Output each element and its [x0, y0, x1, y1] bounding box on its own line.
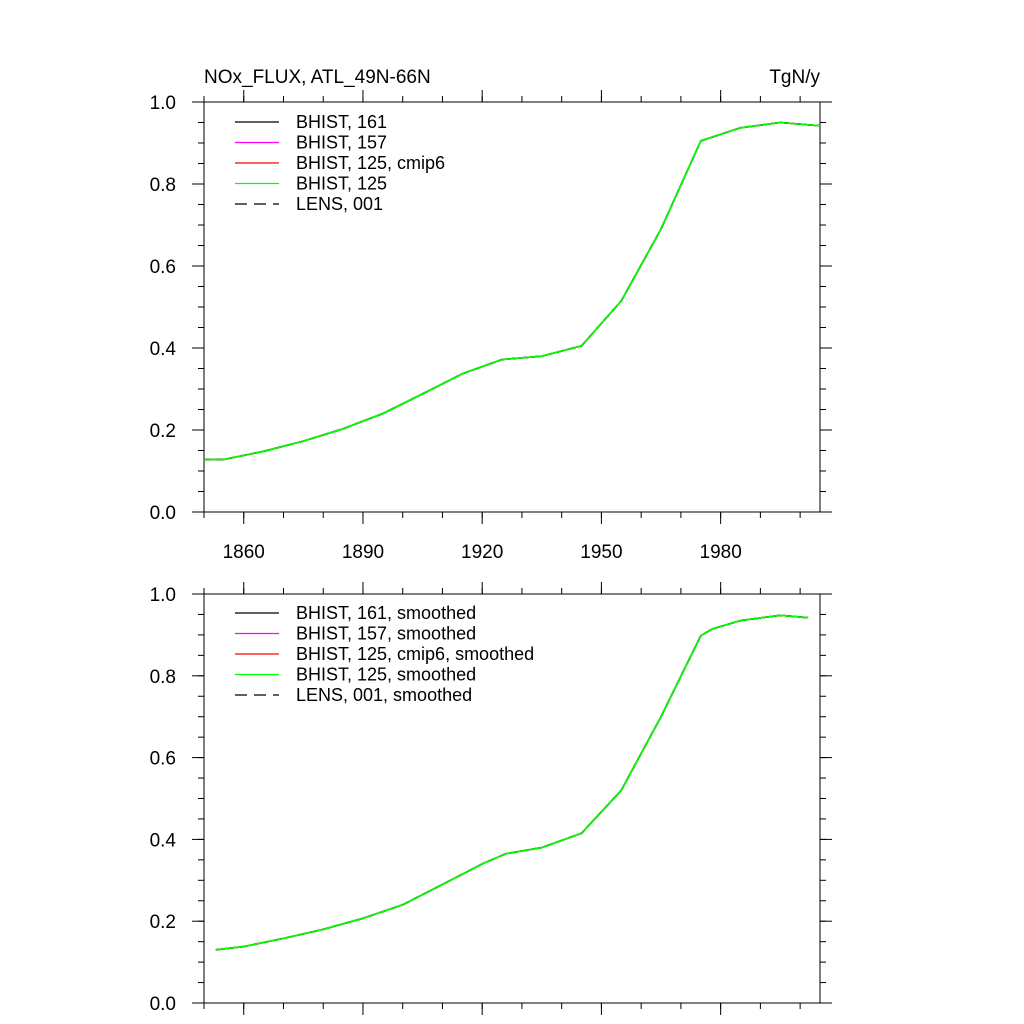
legend-label: BHIST, 157 [296, 133, 387, 153]
legend-label: BHIST, 157, smoothed [296, 624, 476, 644]
y-tick-label: 0.6 [150, 749, 176, 770]
y-tick-label: 0.4 [150, 339, 177, 360]
legend-label: BHIST, 161 [296, 112, 387, 132]
legend-label: BHIST, 125, smoothed [296, 665, 476, 685]
legend-label: LENS, 001 [296, 194, 383, 214]
x-tick-label: 1980 [700, 542, 742, 563]
x-tick-label: 1950 [580, 542, 622, 563]
x-tick-label: 1920 [461, 542, 503, 563]
y-tick-label: 0.4 [150, 830, 177, 851]
units-label: TgN/y [769, 67, 820, 88]
y-tick-label: 1.0 [150, 585, 176, 606]
y-tick-label: 0.0 [150, 994, 176, 1015]
legend-label: BHIST, 125, cmip6, smoothed [296, 644, 534, 664]
y-tick-label: 0.6 [150, 257, 176, 278]
x-tick-label: 1860 [223, 542, 265, 563]
legend-label: BHIST, 161, smoothed [296, 603, 476, 623]
y-tick-label: 0.8 [150, 175, 176, 196]
y-tick-label: 0.2 [150, 421, 176, 442]
y-tick-label: 1.0 [150, 93, 176, 114]
chart-title: NOx_FLUX, ATL_49N-66N [204, 67, 431, 88]
y-tick-label: 0.8 [150, 667, 176, 688]
series-line-top [204, 121, 821, 461]
top-panel: NOx_FLUX, ATL_49N-66N TgN/y 0.0 0.2 0.4 0.6… [150, 67, 832, 563]
legend-label: BHIST, 125 [296, 174, 387, 194]
y-tick-label: 0.2 [150, 912, 176, 933]
legend-label: LENS, 001, smoothed [296, 685, 472, 705]
y-tick-label: 0.0 [150, 503, 176, 524]
series-line-top [215, 614, 809, 951]
x-tick-label: 1890 [342, 542, 384, 563]
legend-label: BHIST, 125, cmip6 [296, 153, 445, 173]
